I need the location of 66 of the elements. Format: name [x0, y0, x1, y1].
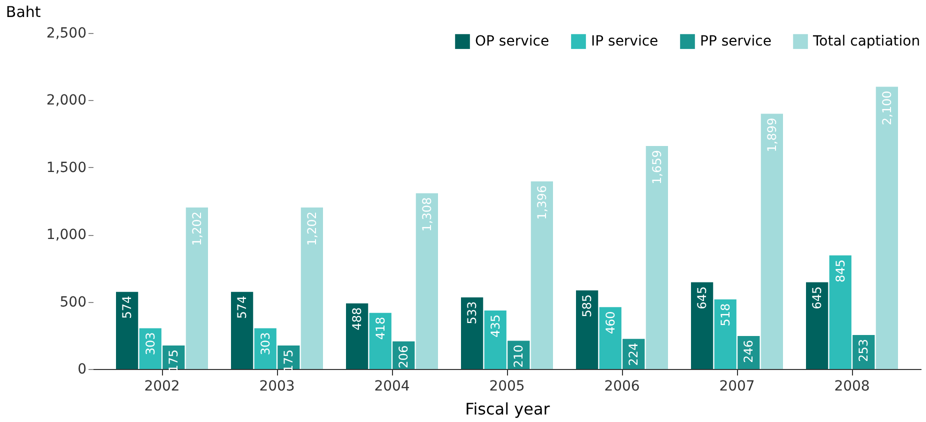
- legend-label: Total captiation: [812, 34, 920, 50]
- bar: [829, 255, 852, 369]
- data-label: 845: [833, 259, 848, 282]
- data-label: 645: [810, 286, 824, 310]
- x-tick-label: 2002: [144, 378, 180, 394]
- bar: [760, 114, 783, 369]
- y-tick-label: 1,500: [46, 160, 86, 176]
- data-label: 303: [258, 332, 272, 356]
- data-label: 435: [488, 314, 502, 338]
- data-label: 574: [120, 296, 134, 319]
- x-tick-label: 2004: [374, 378, 410, 394]
- y-tick-label: 2,500: [46, 26, 86, 42]
- y-axis-title: Baht: [6, 3, 41, 21]
- bar: [806, 282, 828, 369]
- x-tick-label: 2008: [834, 378, 870, 394]
- bar: [484, 310, 506, 369]
- data-label: 645: [695, 286, 710, 310]
- data-label: 1,659: [650, 150, 664, 184]
- data-label: 574: [235, 296, 250, 319]
- data-label: 175: [282, 349, 296, 372]
- bar: [714, 299, 736, 369]
- data-label: 210: [512, 344, 526, 368]
- data-label: 246: [742, 340, 756, 363]
- data-label: 175: [166, 349, 181, 372]
- legend-label: PP service: [700, 34, 772, 50]
- data-label: 224: [626, 342, 641, 366]
- legend-label: IP service: [591, 34, 658, 50]
- x-tick-label: 2007: [719, 378, 755, 394]
- data-label: 533: [465, 301, 480, 324]
- x-tick-label: 2005: [489, 378, 525, 394]
- bar: [646, 146, 668, 369]
- bar: [691, 282, 714, 369]
- data-label: 253: [856, 338, 871, 362]
- bar: [231, 292, 254, 369]
- data-label: 206: [396, 345, 411, 368]
- data-label: 1,202: [304, 211, 319, 246]
- data-label: 1,899: [764, 118, 779, 152]
- bar: [369, 312, 392, 369]
- data-label: 1,396: [534, 185, 549, 220]
- y-tick-label: 2,000: [46, 92, 86, 109]
- data-label: 585: [580, 294, 594, 318]
- y-tick-label: 500: [60, 294, 86, 310]
- data-label: 518: [718, 303, 732, 326]
- data-label: 1,308: [420, 197, 434, 232]
- x-tick-label: 2006: [604, 378, 640, 394]
- bar: [346, 303, 368, 369]
- bar: [116, 292, 138, 369]
- data-label: 1,202: [190, 211, 204, 246]
- bar: [530, 181, 553, 369]
- y-tick-label: 1,000: [46, 227, 86, 244]
- x-axis-title: Fiscal year: [465, 400, 550, 418]
- data-label: 2,100: [880, 90, 894, 126]
- y-tick-label: 0: [78, 362, 86, 378]
- legend-label: OP service: [475, 34, 550, 50]
- x-tick-label: 2003: [259, 378, 295, 394]
- data-label: 418: [373, 316, 388, 340]
- bar: [416, 193, 438, 369]
- bar: [876, 86, 898, 369]
- data-label: 303: [143, 332, 158, 356]
- bar: [576, 290, 598, 369]
- bar: [599, 307, 622, 369]
- data-label: 460: [603, 311, 618, 334]
- bar: [300, 207, 323, 369]
- bar: [186, 207, 208, 369]
- data-label: 488: [350, 307, 364, 330]
- bar: [461, 297, 484, 369]
